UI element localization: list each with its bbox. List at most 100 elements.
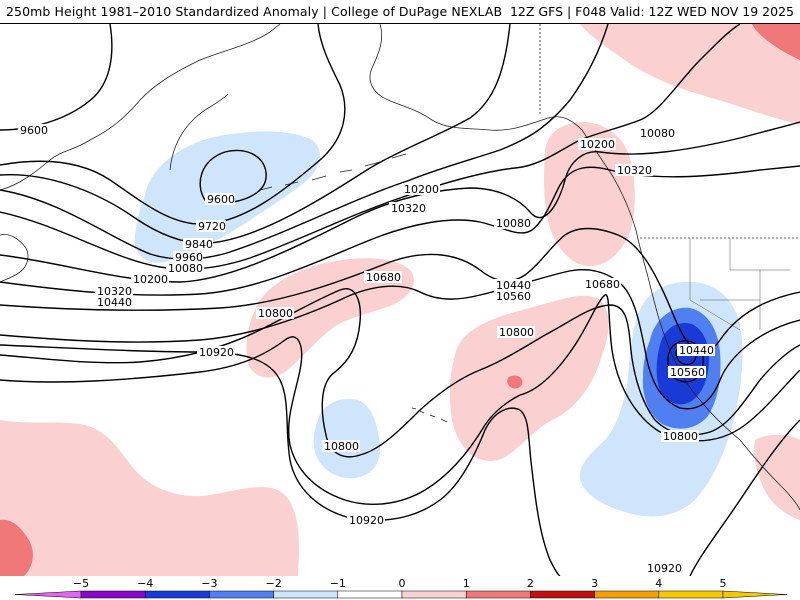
contour-label: 10080 (638, 127, 676, 140)
state-borders (689, 238, 790, 331)
contour-label: 10320 (615, 164, 653, 177)
svg-text:10440: 10440 (679, 344, 714, 357)
contour-label: 10800 (661, 430, 699, 443)
contour-10320 (0, 165, 800, 296)
colorbar-tick-label: 3 (591, 577, 598, 590)
svg-text:10320: 10320 (97, 285, 132, 298)
contour-10080 (0, 24, 741, 270)
contour-label: 9600 (18, 124, 50, 137)
svg-text:10200: 10200 (133, 273, 168, 286)
contour-label: 10080 (166, 262, 204, 275)
svg-text:10560: 10560 (496, 290, 531, 303)
svg-text:9600: 9600 (20, 124, 48, 137)
colorbar-tick-label: −2 (265, 577, 281, 590)
colorbar-bin (209, 590, 274, 599)
svg-text:10680: 10680 (585, 278, 620, 291)
colorbar-bin (658, 590, 724, 599)
colorbar-tick-label: 4 (655, 577, 662, 590)
colorbar-bin (144, 590, 210, 599)
map-title: 250mb Height 1981–2010 Standardized Anom… (6, 4, 503, 19)
contour-label: 10800 (497, 326, 535, 339)
anomaly-positive-southwest (0, 420, 299, 576)
colorbar-ticks: −5 −4 −3 −2 −1 0 1 2 3 4 5 (73, 577, 727, 590)
svg-text:10440: 10440 (97, 296, 132, 309)
contour-label: 9600 (205, 193, 235, 206)
colorbar-tick-label: −1 (330, 577, 346, 590)
anomaly-positive-coast (544, 122, 635, 267)
anomaly-positive-speck (507, 375, 523, 389)
colorbar-bin (273, 590, 339, 599)
colorbar-bins (14, 590, 788, 599)
japan-coastline (0, 233, 29, 283)
colorbar-bin (465, 590, 531, 599)
colorbar-bin (530, 590, 595, 599)
contour-label: 10320 (389, 202, 427, 215)
contour-10680 (0, 288, 800, 458)
map-canvas: 9600 9600 9720 9840 9960 10080 10200 103… (0, 24, 800, 576)
contour-labels: 9600 9600 9720 9840 9960 10080 10200 103… (18, 124, 715, 575)
svg-text:10920: 10920 (647, 562, 682, 575)
contour-label: 10560 (494, 290, 532, 303)
anomaly-positive-seastern (754, 434, 800, 520)
model-valid-time: 12Z GFS | F048 Valid: 12Z WED NOV 19 202… (509, 4, 794, 19)
anomaly-positive-northeast-core (752, 24, 800, 60)
svg-text:10920: 10920 (199, 346, 234, 359)
svg-text:9840: 9840 (185, 238, 213, 251)
contour-10920-east (689, 419, 800, 576)
contour-label: 10080 (494, 217, 532, 230)
svg-text:10920: 10920 (349, 514, 384, 527)
svg-text:10440: 10440 (496, 279, 531, 292)
svg-text:10080: 10080 (640, 127, 675, 140)
contour-9960 (0, 24, 609, 260)
svg-text:9960: 9960 (175, 251, 203, 264)
colorbar-tick-label: −5 (73, 577, 89, 590)
colorbar-tick-label: 1 (463, 577, 470, 590)
contour-label: 9960 (173, 251, 203, 264)
contour-9720 (0, 24, 346, 225)
contour-10200 (0, 121, 800, 283)
anomaly-negative-mid (313, 398, 381, 479)
colorbar-bin (594, 590, 660, 599)
mexico-coastline (739, 439, 800, 511)
anomaly-positive-southwest-core (0, 519, 33, 576)
contour-label: 10440 (494, 279, 532, 292)
svg-text:10800: 10800 (663, 430, 698, 443)
colorbar-legend: −5 −4 −3 −2 −1 0 1 2 3 4 5 (0, 576, 800, 600)
contour-label: 10440 (95, 296, 133, 309)
svg-text:10800: 10800 (258, 307, 293, 320)
svg-text:10800: 10800 (324, 440, 359, 453)
contour-label: 10800 (322, 440, 360, 453)
contour-9600-west (0, 24, 113, 131)
anomaly-positive-northeast (580, 24, 800, 125)
colorbar-bin (80, 590, 146, 599)
colorbar-tick-label: 2 (527, 577, 534, 590)
svg-text:10320: 10320 (391, 202, 426, 215)
contour-label: 10680 (583, 278, 621, 291)
svg-text:10080: 10080 (496, 217, 531, 230)
colorbar-bin (722, 590, 788, 599)
svg-text:10200: 10200 (404, 183, 439, 196)
contour-label: 10200 (402, 183, 440, 196)
colorbar-tick-label: 5 (720, 577, 727, 590)
contour-label: 9840 (183, 238, 213, 251)
contour-label: 10920 (197, 346, 235, 359)
colorbar-bin (14, 590, 82, 599)
svg-text:10320: 10320 (617, 164, 652, 177)
svg-text:10080: 10080 (168, 262, 203, 275)
asia-coastline (0, 24, 281, 191)
contour-label: 10680 (364, 271, 402, 284)
contour-label: 10800 (256, 307, 294, 320)
svg-text:10560: 10560 (670, 366, 705, 379)
bc-coastline (581, 129, 651, 286)
svg-text:10200: 10200 (580, 138, 615, 151)
contour-label: 10560 (668, 366, 706, 379)
contour-10800 (0, 336, 521, 505)
alaska-coastline (369, 24, 583, 131)
contour-label: 10200 (578, 138, 616, 151)
contour-9840 (0, 24, 511, 244)
contour-label: 10920 (347, 514, 385, 527)
svg-text:9720: 9720 (198, 220, 226, 233)
colorbar-bin (401, 590, 467, 599)
contour-label: 9720 (196, 220, 226, 233)
